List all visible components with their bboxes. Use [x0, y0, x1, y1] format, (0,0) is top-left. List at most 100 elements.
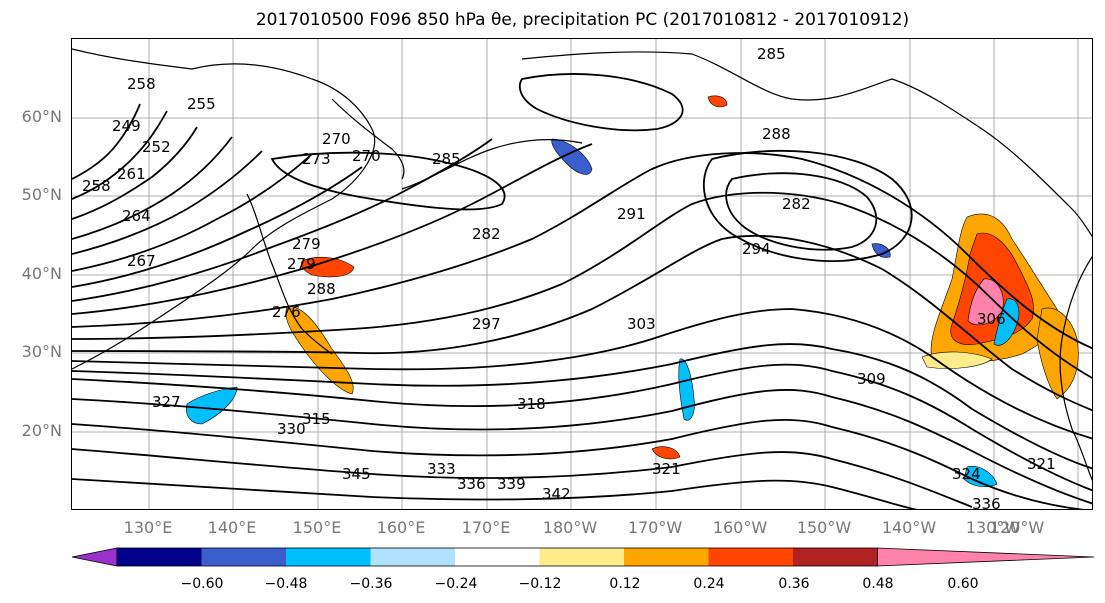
contour-label: 258	[82, 177, 111, 195]
contour-label: 336	[457, 475, 486, 493]
contour-label: 282	[782, 195, 811, 213]
colorbar-tick-label: −0.36	[349, 576, 393, 592]
contour-label: 252	[142, 138, 171, 156]
contour-label: 291	[617, 205, 646, 223]
colorbar-tick-label: −0.60	[180, 576, 224, 592]
precip-se-blue	[963, 466, 998, 488]
coastline-north-america	[1059, 256, 1092, 481]
colorbar-segment	[117, 548, 202, 566]
contour-label: 345	[342, 465, 371, 483]
contour-label: 276	[272, 303, 301, 321]
lon-label-150e: 150°E	[292, 518, 342, 537]
contour-label: 339	[497, 475, 526, 493]
lon-label-140w: 140°W	[881, 518, 937, 537]
colorbar-tick-label: −0.12	[518, 576, 562, 592]
contour-label: 267	[127, 252, 156, 270]
colorbar-tick-label: 0.36	[778, 576, 810, 592]
contour-label: 333	[427, 460, 456, 478]
lat-label-60n: 60°N	[21, 107, 62, 126]
contour-label: 321	[652, 460, 681, 478]
contour-label: 297	[472, 315, 501, 333]
contour-label: 285	[757, 45, 786, 63]
contour-15	[72, 103, 141, 180]
colorbar-segment	[624, 548, 709, 566]
contour-9	[72, 166, 363, 288]
precip-sw-blue	[186, 386, 238, 425]
precip-japan-orange	[285, 306, 354, 395]
contour-13	[72, 126, 198, 220]
contour-label: 318	[517, 395, 546, 413]
lon-label-130w: 130°W	[965, 518, 1021, 537]
lon-label-170w: 170°W	[627, 518, 683, 537]
contour-label: 285	[432, 150, 461, 168]
contour-label: 327	[152, 393, 181, 411]
contour-label: 279	[287, 255, 316, 273]
precip-mid-blue	[678, 358, 695, 421]
colorbar-extend-high	[877, 547, 1095, 567]
colorbar-segment	[455, 548, 540, 566]
colorbar-tick-label: −0.24	[434, 576, 478, 592]
precip-coast-blue	[993, 298, 1020, 346]
lon-label-160w: 160°W	[712, 518, 768, 537]
contour-10	[72, 153, 313, 272]
colorbar-segment	[370, 548, 455, 566]
theta-e-contours	[72, 73, 1092, 509]
contour-label: 309	[857, 370, 886, 388]
contour-label: 258	[127, 75, 156, 93]
contour-7	[72, 143, 593, 315]
contour-5	[72, 191, 1092, 379]
colorbar-tick-label: −0.48	[264, 576, 308, 592]
contour-label: 282	[472, 225, 501, 243]
lon-label-150w: 150°W	[796, 518, 852, 537]
contour-label: 342	[542, 485, 571, 503]
contour-label: 336	[972, 495, 1001, 510]
lat-label-50n: 50°N	[21, 185, 62, 204]
lon-label-180w: 180°W	[542, 518, 598, 537]
contour-4	[72, 234, 1092, 412]
precip-east-blue	[871, 243, 891, 258]
contour-14	[72, 110, 168, 200]
colorbar-tick-label: 0.60	[947, 576, 979, 592]
precip-north-blue	[551, 138, 593, 175]
lat-label-20n: 20°N	[21, 421, 62, 440]
coastline-asia	[72, 48, 376, 370]
contour-label: 255	[187, 95, 216, 113]
colorbar-extend-low	[71, 547, 118, 567]
contour-16	[72, 389, 1092, 505]
colorbar-segment	[539, 548, 624, 566]
colorbar-tick-label: 0.24	[693, 576, 725, 592]
colorbar-outline	[116, 547, 878, 567]
contour-11	[72, 150, 263, 255]
contour-label: 270	[352, 147, 381, 165]
contour-label: 324	[952, 465, 981, 483]
contour-18	[72, 448, 973, 508]
contour-label: 288	[762, 125, 791, 143]
contour-label: 321	[1027, 455, 1056, 473]
contour-label: 294	[742, 240, 771, 258]
contour-8	[72, 138, 493, 302]
contour-label: 270	[322, 130, 351, 148]
colorbar-tick-label: 0.12	[609, 576, 641, 592]
contour-17	[72, 418, 1084, 509]
contour-label: 279	[292, 235, 321, 253]
contour-label: 303	[627, 315, 656, 333]
contour-19	[72, 478, 918, 509]
contour-label: 264	[122, 207, 151, 225]
coastline-alaska	[521, 51, 1092, 238]
lon-label-120w: 120°W	[989, 518, 1045, 537]
precip-coast-orange	[1036, 307, 1079, 400]
precip-alaska-orange	[707, 95, 728, 108]
colorbar-segment	[286, 548, 371, 566]
colorbar-segment	[793, 548, 878, 566]
lat-label-30n: 30°N	[21, 342, 62, 361]
contour-3	[72, 308, 1092, 440]
coastline-kamchatka	[331, 98, 405, 180]
contour-label: 288	[307, 280, 336, 298]
map-panel: 258 249 252 255 258 261 264 267 270 273 279 282 285 2…	[71, 38, 1093, 510]
colorbar-tick-label: 0.48	[862, 576, 894, 592]
contour-20	[270, 151, 506, 211]
contour-1	[72, 343, 1092, 470]
contour-6	[72, 152, 1092, 350]
precip-hawaii-orange	[651, 446, 681, 460]
